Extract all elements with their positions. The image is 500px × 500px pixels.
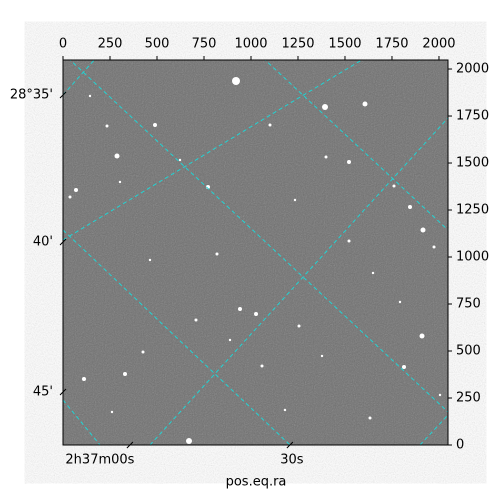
y-tick-label: 500 (456, 344, 481, 359)
y-tick-label: 1250 (456, 203, 489, 218)
y-tick-label: 0 (456, 438, 464, 453)
y-tick-label: 1500 (456, 156, 489, 171)
coordinate-grid (63, 60, 448, 445)
dec-tick (59, 91, 67, 99)
dec-tick (59, 238, 67, 246)
x-tick-label: 250 (98, 37, 123, 52)
dec-tick-label: 28°35' (10, 87, 53, 102)
x-tick-label: 2000 (422, 37, 455, 52)
x-tick-label: 750 (192, 37, 217, 52)
ra-tick (126, 441, 134, 449)
y-tick-label: 1000 (456, 250, 489, 265)
x-tick-label: 500 (145, 37, 170, 52)
dec-tick-label: 40' (33, 234, 53, 249)
x-tick-label: 1250 (281, 37, 314, 52)
x-tick-label: 1750 (375, 37, 408, 52)
ra-tick-label: 2h37m00s (65, 453, 134, 468)
dec-tick-label: 45' (33, 384, 53, 399)
ra-tick-label: 30s (280, 453, 304, 468)
y-tick-label: 250 (456, 391, 481, 406)
axes-frame (62, 59, 449, 446)
y-tick-label: 750 (456, 297, 481, 312)
x-tick-label: 1500 (328, 37, 361, 52)
y-tick-label: 2000 (456, 62, 489, 77)
dec-tick (59, 388, 67, 396)
ra-tick (286, 441, 294, 449)
x-tick-label: 1000 (234, 37, 267, 52)
sky-image (63, 60, 448, 445)
x-axis-label: pos.eq.ra (226, 475, 287, 490)
x-tick-label: 0 (59, 37, 67, 52)
y-tick-label: 1750 (456, 109, 489, 124)
